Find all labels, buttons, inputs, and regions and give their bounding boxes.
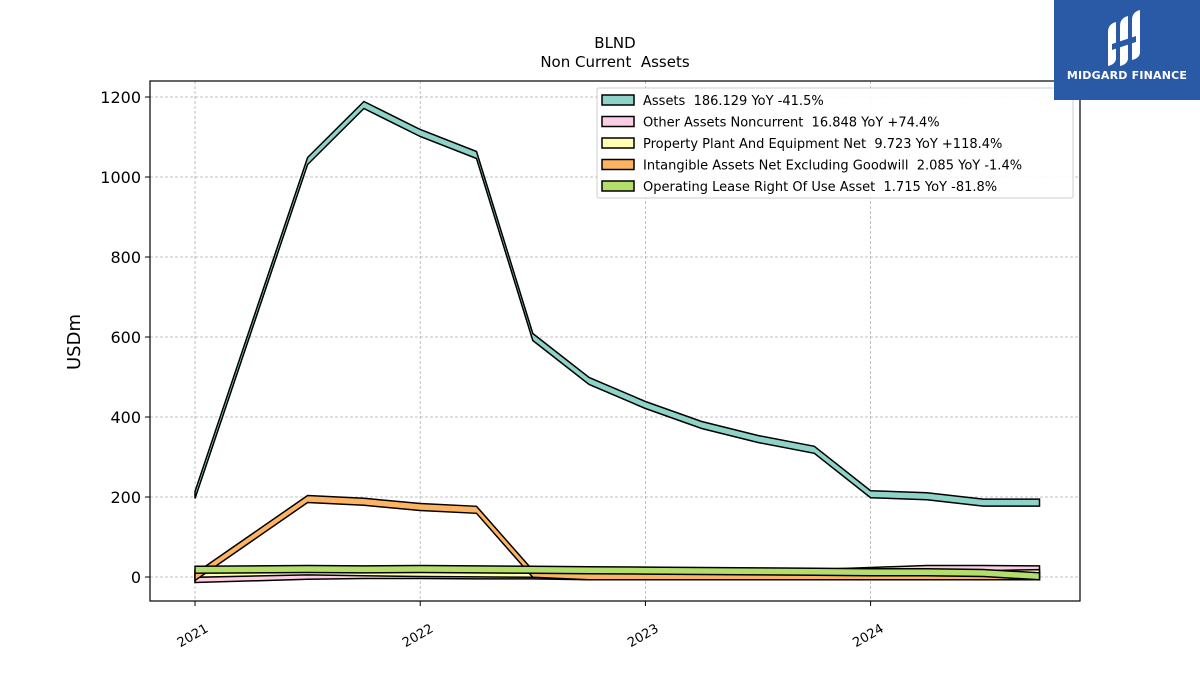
y-axis: 0 200 400 600 800 1000 1200 — [100, 88, 150, 587]
legend-swatch — [601, 137, 635, 149]
midgard-logo-icon — [1108, 10, 1140, 66]
series-band — [194, 564, 1041, 581]
y-tick-label: 400 — [110, 408, 141, 427]
chart-title: BLND — [594, 34, 635, 52]
y-tick-label: 200 — [110, 488, 141, 507]
series-band — [194, 100, 1041, 507]
y-tick-label: 1000 — [100, 168, 141, 187]
legend-entry: Property Plant And Equipment Net 9.723 Y… — [643, 137, 1002, 152]
brand-name: MIDGARD FINANCE — [1066, 69, 1188, 82]
legend-swatch — [601, 94, 635, 106]
series-layer — [194, 100, 1041, 584]
x-axis: 2021 2022 2023 2024 — [175, 601, 887, 651]
x-tick-label: 2022 — [400, 621, 436, 651]
brand-logo: MIDGARD FINANCE — [1054, 0, 1200, 100]
legend: Assets 186.129 YoY -41.5% Other Assets No… — [596, 87, 1074, 199]
y-tick-label: 800 — [110, 248, 141, 267]
legend-swatch — [601, 180, 635, 192]
legend-box — [596, 87, 1074, 199]
y-tick-label: 600 — [110, 328, 141, 347]
y-tick-label: 0 — [131, 568, 141, 587]
chart-subtitle: Non Current Assets — [540, 53, 690, 71]
y-tick-label: 1200 — [100, 88, 141, 107]
legend-entry: Other Assets Noncurrent 16.848 YoY +74.4… — [643, 116, 940, 131]
y-axis-label: USDm — [64, 314, 85, 370]
legend-entry: Assets 186.129 YoY -41.5% — [643, 94, 824, 109]
legend-entry: Intangible Assets Net Excluding Goodwill… — [643, 159, 1022, 174]
x-tick-label: 2024 — [850, 621, 886, 651]
legend-swatch — [601, 115, 635, 128]
legend-swatch — [601, 158, 635, 171]
legend-entry: Operating Lease Right Of Use Asset 1.715… — [643, 180, 997, 195]
x-tick-label: 2023 — [625, 621, 661, 651]
plot-frame — [149, 80, 1081, 602]
x-tick-label: 2021 — [175, 621, 211, 651]
